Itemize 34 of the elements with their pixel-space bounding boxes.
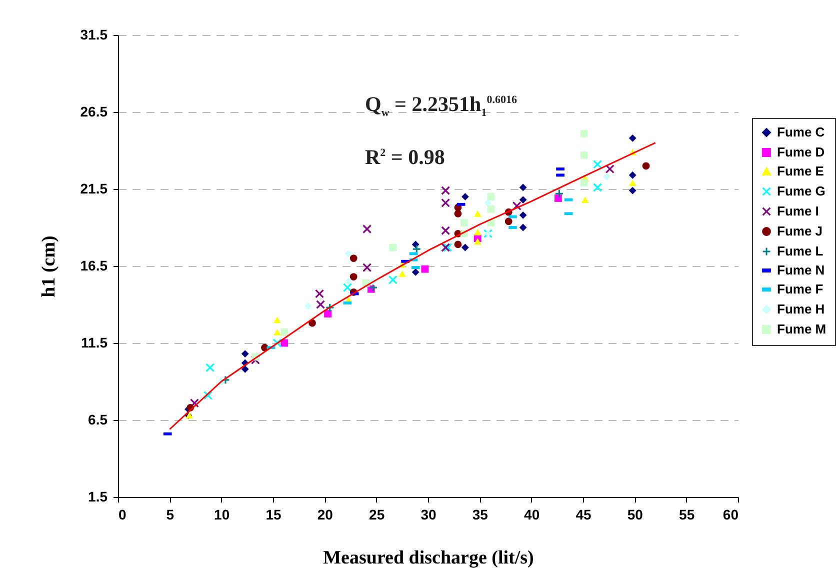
- annotation: R$^{2}$ = 0.98: [365, 144, 446, 172]
- x-tick-label: 60: [722, 506, 739, 522]
- legend-label: Fume J: [777, 224, 823, 238]
- x-tick-label: 40: [524, 506, 540, 522]
- legend-label: Fume N: [777, 262, 825, 278]
- x-tick-label: 35: [472, 506, 488, 522]
- legend-label: Fume M: [777, 322, 826, 336]
- y-tick-label: 16.5: [80, 258, 108, 274]
- x-tick-label: 20: [317, 506, 334, 522]
- legend-label: Fume L: [777, 244, 824, 258]
- x-axis-title: Measured discharge (lit/s): [323, 548, 534, 568]
- legend-label: Fume H: [777, 302, 825, 316]
- y-tick-label: 31.5: [80, 26, 108, 42]
- x-tick-label: 50: [627, 506, 644, 522]
- x-tick-label: 45: [576, 506, 592, 522]
- x-tick-label: 15: [266, 506, 282, 522]
- legend-label: Fume G: [777, 184, 826, 198]
- x-tick-label: 30: [420, 506, 436, 522]
- y-axis-title: h1 (cm): [38, 236, 60, 298]
- legend-label: Fume I: [777, 204, 819, 218]
- y-tick-label: 21.5: [80, 180, 108, 196]
- y-tick-label: 1.5: [88, 488, 108, 504]
- x-tick-label: 0: [118, 506, 126, 522]
- y-tick-label: 6.5: [88, 412, 108, 428]
- x-tick-label: 5: [166, 506, 174, 522]
- legend-label: Fume F: [777, 282, 824, 296]
- y-tick-label: 26.5: [80, 104, 108, 120]
- x-tick-label: 25: [369, 506, 385, 522]
- legend-label: Fume E: [777, 164, 824, 178]
- x-tick-label: 55: [679, 506, 695, 522]
- x-tick-label: 10: [214, 506, 230, 522]
- legend-label: Fume D: [777, 144, 825, 160]
- legend-label: Fume C: [777, 124, 826, 140]
- y-tick-label: 11.5: [81, 334, 108, 350]
